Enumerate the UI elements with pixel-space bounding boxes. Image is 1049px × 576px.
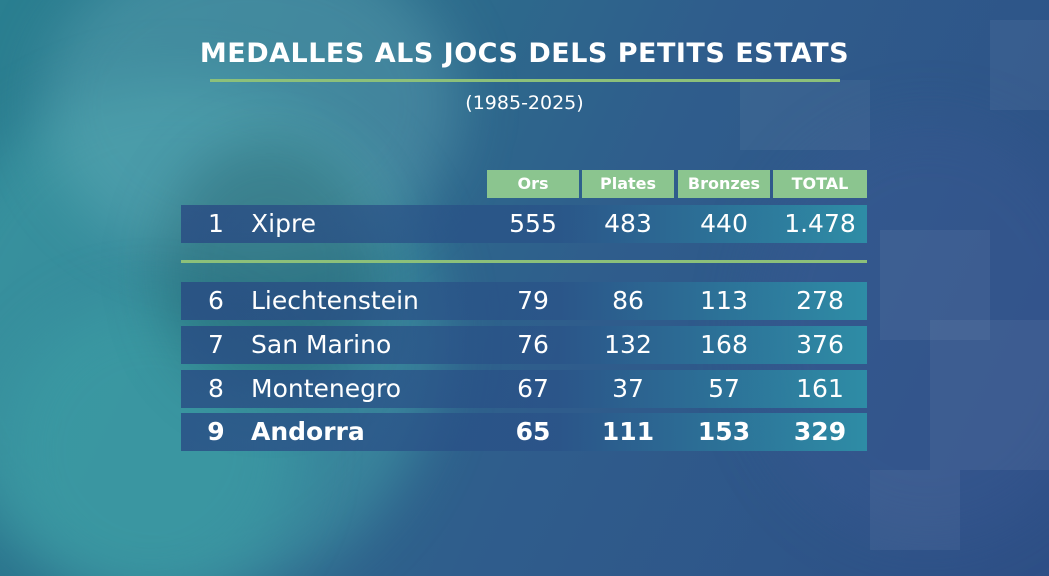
silver-cell: 86 bbox=[612, 286, 644, 315]
total-cell: 278 bbox=[796, 286, 844, 315]
table-row: 6 Liechtenstein 79 86 113 278 bbox=[181, 282, 867, 320]
rank-cell: 6 bbox=[208, 286, 224, 315]
total-cell: 161 bbox=[796, 374, 844, 403]
total-cell: 329 bbox=[793, 417, 847, 446]
country-cell: Montenegro bbox=[251, 374, 402, 403]
rank-cell: 8 bbox=[208, 374, 224, 403]
country-cell: San Marino bbox=[251, 330, 392, 359]
title-underline bbox=[210, 79, 840, 82]
header-silver: Plates bbox=[582, 170, 674, 198]
silver-cell: 111 bbox=[601, 417, 655, 446]
table-row: 8 Montenegro 67 37 57 161 bbox=[181, 370, 867, 408]
header-total: TOTAL bbox=[773, 170, 867, 198]
header-bronze: Bronzes bbox=[678, 170, 770, 198]
total-cell: 1.478 bbox=[784, 209, 856, 238]
gold-cell: 67 bbox=[517, 374, 549, 403]
country-cell: Xipre bbox=[251, 209, 317, 238]
bronze-cell: 440 bbox=[700, 209, 748, 238]
bronze-cell: 153 bbox=[697, 417, 751, 446]
gold-cell: 76 bbox=[517, 330, 549, 359]
table-row: 7 San Marino 76 132 168 376 bbox=[181, 326, 867, 364]
bronze-cell: 113 bbox=[700, 286, 748, 315]
table-row-top: 1 Xipre 555 483 440 1.478 bbox=[181, 205, 867, 243]
table-row-highlight: 9 Andorra 65 111 153 329 bbox=[181, 413, 867, 451]
page-subtitle: (1985-2025) bbox=[465, 92, 584, 114]
page-title: MEDALLES ALS JOCS DELS PETITS ESTATS bbox=[199, 38, 850, 69]
bronze-cell: 168 bbox=[700, 330, 748, 359]
silver-cell: 132 bbox=[604, 330, 652, 359]
rank-cell: 7 bbox=[208, 330, 224, 359]
gold-cell: 65 bbox=[515, 417, 551, 446]
country-cell: Andorra bbox=[251, 417, 365, 446]
country-cell: Liechtenstein bbox=[251, 286, 419, 315]
silver-cell: 37 bbox=[612, 374, 644, 403]
rank-cell: 9 bbox=[207, 417, 225, 446]
table-separator bbox=[181, 260, 867, 263]
bronze-cell: 57 bbox=[708, 374, 740, 403]
gold-cell: 79 bbox=[517, 286, 549, 315]
header-gold: Ors bbox=[487, 170, 579, 198]
gold-cell: 555 bbox=[509, 209, 557, 238]
rank-cell: 1 bbox=[208, 209, 224, 238]
silver-cell: 483 bbox=[604, 209, 652, 238]
total-cell: 376 bbox=[796, 330, 844, 359]
